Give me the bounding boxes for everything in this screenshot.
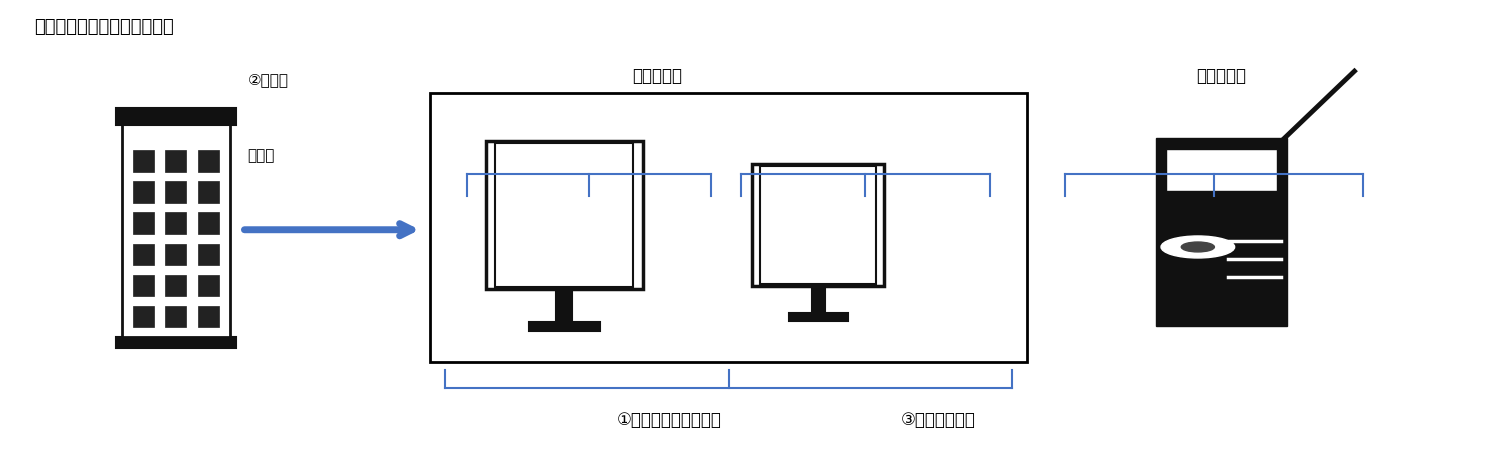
- Bar: [789, 313, 847, 321]
- Bar: [1166, 149, 1277, 191]
- Bar: [122, 122, 230, 337]
- Bar: [198, 275, 218, 296]
- Bar: [753, 164, 885, 286]
- Text: 【図表３】独占力の立証方法: 【図表３】独占力の立証方法: [35, 18, 174, 35]
- Text: 代替性あり: 代替性あり: [632, 66, 682, 85]
- Bar: [198, 306, 218, 327]
- Bar: [811, 286, 825, 313]
- Bar: [1155, 138, 1287, 326]
- Circle shape: [1161, 236, 1235, 258]
- Bar: [198, 150, 218, 172]
- Bar: [496, 143, 634, 287]
- Bar: [134, 212, 155, 234]
- Bar: [430, 93, 1027, 362]
- Bar: [529, 322, 599, 331]
- Circle shape: [1181, 242, 1215, 252]
- Bar: [116, 108, 236, 125]
- Bar: [134, 150, 155, 172]
- Bar: [165, 212, 186, 234]
- Text: ①関連市場として定義: ①関連市場として定義: [616, 410, 721, 429]
- Text: 代替性なし: 代替性なし: [1197, 66, 1247, 85]
- Bar: [198, 243, 218, 265]
- Bar: [165, 306, 186, 327]
- Bar: [198, 181, 218, 202]
- Bar: [165, 181, 186, 202]
- Text: シェア: シェア: [248, 148, 275, 163]
- Bar: [134, 243, 155, 265]
- Bar: [165, 243, 186, 265]
- Text: ③参入障壁あり: ③参入障壁あり: [900, 410, 975, 429]
- Bar: [165, 150, 186, 172]
- Bar: [485, 141, 643, 289]
- Bar: [760, 166, 876, 284]
- Bar: [198, 212, 218, 234]
- Bar: [134, 181, 155, 202]
- Bar: [134, 306, 155, 327]
- Text: ②独占的: ②独占的: [248, 73, 288, 88]
- Bar: [116, 337, 236, 348]
- Bar: [134, 275, 155, 296]
- Bar: [165, 275, 186, 296]
- Bar: [556, 289, 572, 322]
